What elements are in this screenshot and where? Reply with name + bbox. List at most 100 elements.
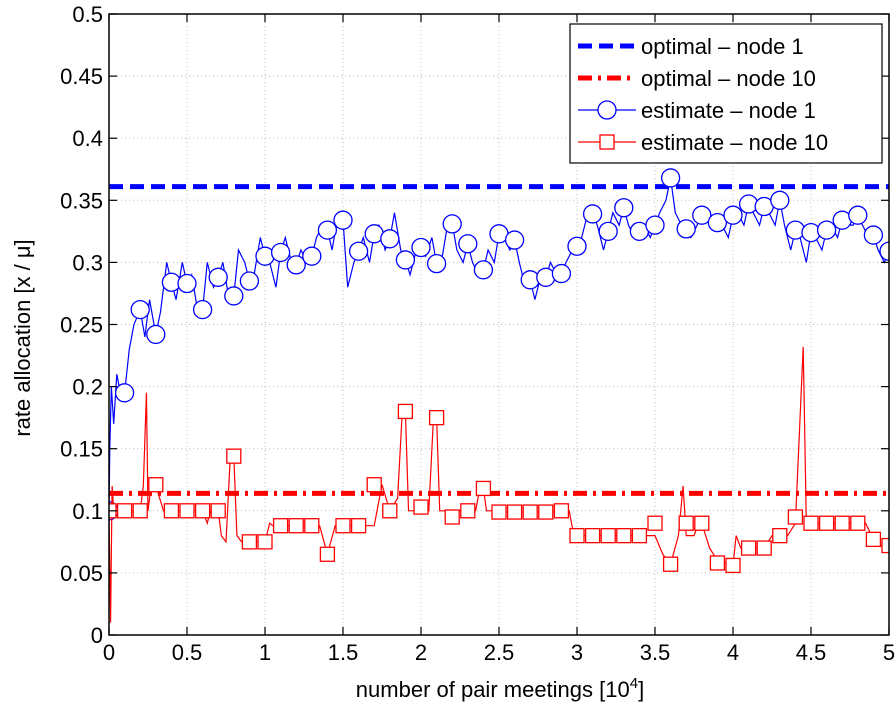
y-tick-label: 0.25 (60, 313, 103, 338)
series-point (426, 253, 447, 274)
y-tick-label: 0.45 (60, 64, 103, 89)
x-tick-label: 1.5 (328, 640, 359, 665)
series-point (319, 546, 336, 562)
legend-marker (599, 134, 615, 150)
series-point (678, 515, 694, 531)
series-point (631, 527, 648, 544)
series-point (335, 518, 351, 534)
x-tick-label: 4.5 (796, 640, 827, 665)
series-point (863, 225, 884, 245)
series-point (645, 215, 665, 235)
legend-label: optimal – node 10 (641, 66, 816, 91)
series-point (132, 503, 148, 519)
x-tick-label: 3.5 (640, 640, 671, 665)
x-tick-label: 5 (883, 640, 895, 665)
series-point (130, 299, 150, 320)
series-point (257, 534, 273, 550)
y-tick-label: 0.05 (60, 561, 103, 586)
series-point (272, 518, 289, 534)
x-axis-label: number of pair meetings [104] (356, 675, 644, 702)
series-point (600, 527, 616, 544)
series-point (458, 234, 478, 254)
chart-series (109, 168, 889, 623)
series-point (803, 515, 819, 531)
x-tick-label: 3 (571, 640, 583, 665)
series-point (380, 229, 400, 249)
series-point (709, 555, 726, 571)
y-tick-label: 0.1 (72, 499, 103, 524)
series-point (787, 509, 804, 525)
series-point (614, 198, 634, 218)
y-axis-ticks: 0 0.05 0.1 0.15 0.2 0.25 0.3 0.35 0.4 0.45 0.5 (60, 2, 889, 648)
series-point (551, 263, 572, 284)
x-tick-label: 0 (103, 640, 115, 665)
x-tick-label: 0.5 (172, 640, 203, 665)
series-point (538, 504, 554, 520)
series-point (114, 383, 135, 403)
series-point (553, 503, 570, 519)
series-point (662, 556, 679, 572)
series-point (302, 246, 322, 266)
series-point (772, 527, 788, 544)
legend: optimal – node 1 optimal – node 10 estimat… (569, 23, 883, 164)
series-point (442, 214, 462, 234)
x-tick-label: 2 (415, 640, 427, 665)
y-tick-label: 0.35 (60, 188, 103, 213)
legend-label: estimate – node 10 (641, 130, 828, 155)
series-point (616, 527, 632, 544)
series-point (816, 220, 837, 240)
series-point (584, 527, 601, 544)
series-point (567, 236, 587, 256)
series-point (348, 241, 369, 261)
series-point (395, 250, 416, 270)
series-point (382, 503, 398, 519)
series-point (116, 503, 133, 519)
series-point (740, 540, 757, 556)
series-point (241, 534, 258, 550)
series-point (475, 480, 492, 497)
series-point (569, 527, 585, 544)
y-tick-label: 0.4 (72, 126, 103, 151)
series-point (850, 515, 866, 531)
series-point (288, 518, 304, 534)
series-point (444, 509, 460, 525)
series-point (350, 518, 367, 534)
series-point (770, 190, 790, 210)
series-point (224, 286, 244, 306)
series-point (879, 241, 889, 261)
series-point (723, 205, 743, 225)
series-point (194, 503, 211, 519)
series-point (286, 255, 306, 275)
x-tick-label: 1 (259, 640, 271, 665)
series-point (148, 477, 164, 493)
series-point (460, 503, 476, 519)
x-tick-label: 2.5 (484, 640, 515, 665)
series-point (333, 210, 353, 230)
series-point (304, 518, 320, 534)
series-point (692, 205, 712, 225)
series-point (210, 503, 226, 519)
series-point (411, 237, 431, 258)
series-point (491, 504, 507, 520)
series-point (428, 409, 445, 426)
series-point (865, 531, 882, 548)
series-point (413, 499, 429, 515)
series-point (522, 504, 538, 520)
series-point (239, 271, 260, 291)
series-point (226, 448, 242, 464)
series-point (848, 205, 868, 225)
series-point (366, 477, 382, 493)
y-tick-label: 0.2 (72, 375, 103, 400)
series-point (694, 515, 710, 531)
y-axis-label: rate allocation [x / μ] (10, 239, 35, 436)
x-tick-label: 4 (727, 640, 739, 665)
series-point (473, 260, 494, 280)
x-axis-ticks: 0 0.5 1 1.5 2 2.5 3 3.5 4 4.5 5 (103, 14, 895, 665)
series-line-3 (109, 346, 889, 623)
y-tick-label: 0.3 (72, 250, 103, 275)
series-point (192, 299, 213, 320)
series-group (109, 168, 889, 623)
series-point (676, 219, 696, 239)
series-point (818, 515, 835, 531)
